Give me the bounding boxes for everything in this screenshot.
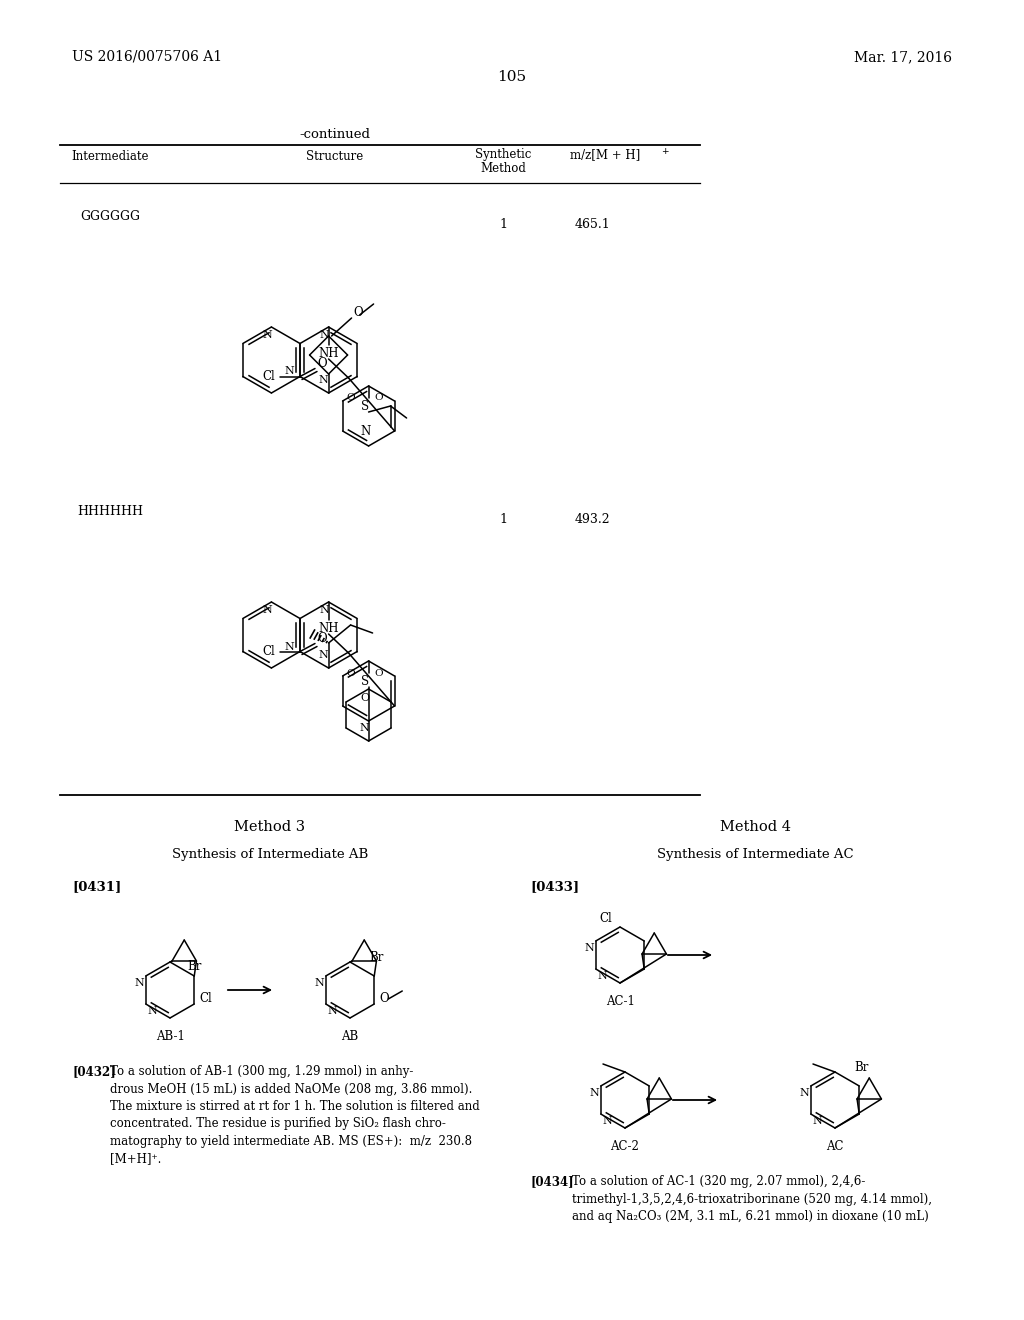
Text: AC-1: AC-1 [605,995,635,1008]
Text: Cl: Cl [599,912,612,925]
Text: N: N [262,605,272,615]
Text: N: N [813,1115,822,1126]
Text: Structure: Structure [306,150,364,162]
Text: N: N [359,723,370,733]
Text: N: N [285,642,294,652]
Text: N: N [598,972,607,981]
Text: N: N [584,942,594,953]
Text: O: O [346,393,355,403]
Text: O: O [374,668,383,677]
Text: 465.1: 465.1 [575,218,610,231]
Text: [0433]: [0433] [530,880,580,894]
Text: 493.2: 493.2 [575,513,610,525]
Text: GGGGGG: GGGGGG [80,210,140,223]
Text: Intermediate: Intermediate [72,150,148,162]
Text: +: + [662,147,669,156]
Text: N: N [603,1115,612,1126]
Text: 1: 1 [499,218,507,231]
Text: N: N [147,1006,158,1016]
Text: O: O [374,393,383,403]
Text: [0431]: [0431] [72,880,121,894]
Text: N: N [589,1088,599,1098]
Text: AB-1: AB-1 [156,1030,184,1043]
Text: Br: Br [369,950,383,964]
Text: O: O [353,305,364,318]
Text: [0434]: [0434] [530,1175,573,1188]
Text: N: N [318,375,329,385]
Text: S: S [360,400,369,413]
Text: O: O [317,356,327,370]
Text: Mar. 17, 2016: Mar. 17, 2016 [854,50,952,63]
Text: N: N [319,605,330,615]
Text: Cl: Cl [200,993,212,1006]
Text: S: S [360,675,369,688]
Text: N: N [314,978,324,987]
Text: Method: Method [480,162,526,176]
Text: Synthesis of Intermediate AC: Synthesis of Intermediate AC [656,847,853,861]
Text: N: N [319,330,330,341]
Text: Br: Br [854,1061,868,1074]
Text: AB: AB [341,1030,358,1043]
Text: Cl: Cl [262,645,275,657]
Text: AC: AC [826,1140,844,1152]
Text: To a solution of AC-1 (320 mg, 2.07 mmol), 2,4,6-
trimethyl-1,3,5,2,4,6-trioxatr: To a solution of AC-1 (320 mg, 2.07 mmol… [572,1175,932,1224]
Text: US 2016/0075706 A1: US 2016/0075706 A1 [72,50,222,63]
Text: Method 4: Method 4 [720,820,791,834]
Text: O: O [317,632,327,645]
Text: HHHHHH: HHHHHH [77,506,143,517]
Text: O: O [379,993,389,1006]
Text: Cl: Cl [262,370,275,383]
Text: N: N [262,330,272,341]
Text: N: N [360,425,371,438]
Text: N: N [318,649,329,660]
Text: N: N [134,978,143,987]
Text: N: N [285,367,294,376]
Text: m/z[M + H]: m/z[M + H] [570,148,640,161]
Text: N: N [799,1088,809,1098]
Text: NH: NH [318,347,339,360]
Text: Method 3: Method 3 [234,820,305,834]
Text: 1: 1 [499,513,507,525]
Text: Synthetic: Synthetic [475,148,531,161]
Text: NH: NH [318,622,339,635]
Text: [0432]: [0432] [72,1065,116,1078]
Text: -continued: -continued [299,128,371,141]
Text: To a solution of AB-1 (300 mg, 1.29 mmol) in anhy-
drous MeOH (15 mL) is added N: To a solution of AB-1 (300 mg, 1.29 mmol… [110,1065,480,1166]
Text: AC-2: AC-2 [610,1140,639,1152]
Text: 105: 105 [498,70,526,84]
Text: O: O [346,668,355,677]
Text: Br: Br [187,960,202,973]
Text: N: N [328,1006,338,1016]
Text: Synthesis of Intermediate AB: Synthesis of Intermediate AB [172,847,368,861]
Text: O: O [360,693,369,704]
